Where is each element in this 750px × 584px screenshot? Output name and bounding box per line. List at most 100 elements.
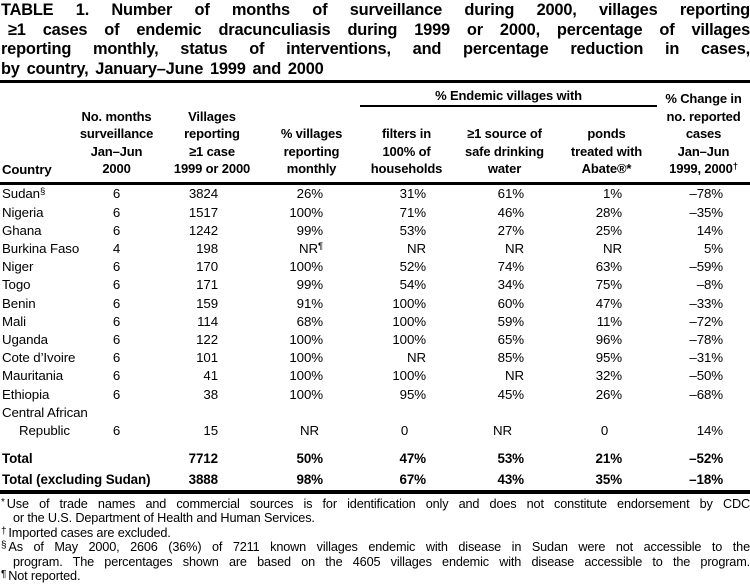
- cell-pct-reporting-monthly: 100%: [289, 386, 323, 402]
- cell-months-surveillance: 6: [112, 386, 121, 402]
- cell-country: Cote d’Ivoire: [2, 350, 76, 366]
- cell-pct-change: 14%: [696, 222, 724, 238]
- cell-pct-change: –18%: [689, 472, 724, 488]
- cell-pct-safe-water: NR: [492, 423, 512, 439]
- table-row: Burkina Faso 4 198 NR¶ NR NR NR 5%: [0, 240, 750, 258]
- cell-country: Ethiopia: [2, 386, 50, 402]
- cell-country: Nigeria: [2, 204, 44, 220]
- cell-pct-reporting-monthly: 99%: [296, 277, 323, 293]
- cell-villages-reporting: 101: [196, 350, 218, 366]
- col-header-filters: filters in 100% of households: [370, 126, 443, 176]
- cell-pct-reporting-monthly: 100%: [289, 368, 323, 384]
- cell-pct-safe-water: 53%: [497, 451, 524, 467]
- cell-pct-filters: 100%: [392, 368, 426, 384]
- table-row: Central African Republic 6 15 NR 0 NR 0 …: [0, 404, 750, 440]
- value-footnote-marker: ¶: [317, 241, 323, 253]
- cell-villages-reporting: 3888: [188, 472, 218, 488]
- cell-villages-reporting: 198: [196, 241, 218, 257]
- table-row: Togo 6 171 99% 54% 34% 75% –8%: [0, 276, 750, 294]
- cell-pct-safe-water: 45%: [497, 386, 524, 402]
- cell-pct-safe-water: 27%: [497, 222, 524, 238]
- cell-pct-reporting-monthly: 68%: [296, 313, 323, 329]
- cell-pct-reporting-monthly: 26%: [296, 186, 323, 202]
- asterisk-footnote-marker: *: [1, 496, 5, 508]
- cell-months-surveillance: 6: [112, 222, 121, 238]
- endemic-spanner-label: % Endemic villages with: [360, 87, 658, 107]
- cell-pct-change: –31%: [689, 350, 724, 366]
- cell-pct-safe-water: NR: [504, 241, 524, 257]
- table-row: Total (excluding Sudan) 3888 98% 67% 43%…: [0, 468, 750, 491]
- cell-pct-change: –50%: [689, 368, 724, 384]
- cell-pct-filters: 52%: [399, 259, 426, 275]
- cell-pct-change: –35%: [689, 204, 724, 220]
- cell-country: Mali: [2, 313, 26, 329]
- table-row: Mali 6 114 68% 100% 59% 11% –72%: [0, 313, 750, 331]
- cell-pct-reporting-monthly: 50%: [296, 451, 323, 467]
- cell-villages-reporting: 1517: [188, 204, 218, 220]
- table-row: Cote d’Ivoire 6 101 100% NR 85% 95% –31%: [0, 349, 750, 367]
- cell-pct-filters: 47%: [399, 451, 426, 467]
- cell-pct-reporting-monthly: 100%: [289, 350, 323, 366]
- cell-pct-reporting-monthly: NR: [299, 423, 319, 439]
- cell-pct-ponds-abate: 63%: [595, 259, 623, 275]
- col-header-country: Country: [2, 162, 52, 178]
- cell-pct-filters: 53%: [399, 222, 426, 238]
- cell-villages-reporting: 15: [203, 423, 218, 439]
- cell-pct-reporting-monthly: 100%: [289, 332, 323, 348]
- title-line-2: ≥1 cases of endemic dracunculiasis durin…: [8, 20, 750, 39]
- pilcrow-footnote-marker: ¶: [1, 569, 7, 581]
- cell-pct-reporting-monthly: 100%: [289, 259, 323, 275]
- cell-pct-change: –52%: [689, 451, 724, 467]
- cell-months-surveillance: 4: [112, 241, 121, 257]
- cell-pct-change: –59%: [689, 259, 724, 275]
- cell-country: Sudan§: [2, 186, 46, 202]
- table-row: Ghana 6 1242 99% 53% 27% 25% 14%: [0, 222, 750, 240]
- col-header-safe-water: ≥1 source of safe drinking water: [465, 126, 544, 176]
- cell-pct-safe-water: 43%: [497, 472, 524, 488]
- table-row: Total 7712 50% 47% 53% 21% –52%: [0, 440, 750, 468]
- cell-country: Mauritania: [2, 368, 64, 384]
- cell-months-surveillance: 6: [112, 186, 121, 202]
- title-line-4: by country, January–June 1999 and 2000: [1, 59, 324, 78]
- cell-pct-reporting-monthly: 100%: [289, 204, 323, 220]
- cell-months-surveillance: 6: [112, 368, 121, 384]
- table-title: TABLE 1. Number of months of surveillanc…: [0, 0, 750, 79]
- cell-pct-safe-water: 61%: [497, 186, 524, 202]
- col-header-pct-change: % Change in no. reported cases Jan–Jun 1…: [665, 91, 742, 176]
- table-row: Sudan§ 6 3824 26% 31% 61% 1% –78%: [0, 184, 750, 204]
- cell-pct-filters: 100%: [392, 295, 426, 311]
- surveillance-table: Country No. months surveillance Jan–Jun …: [0, 83, 750, 494]
- table-body: Sudan§ 6 3824 26% 31% 61% 1% –78% Nigeri…: [0, 184, 750, 492]
- cell-pct-ponds-abate: 96%: [595, 332, 623, 348]
- cell-pct-ponds-abate: 0: [600, 423, 609, 439]
- table-row: Benin 6 159 91% 100% 60% 47% –33%: [0, 295, 750, 313]
- cell-villages-reporting: 38: [203, 386, 218, 402]
- cell-pct-filters: 0: [400, 423, 409, 439]
- table-row: Niger 6 170 100% 52% 74% 63% –59%: [0, 258, 750, 276]
- cell-pct-change: –33%: [689, 295, 724, 311]
- cell-pct-reporting-monthly: 91%: [296, 295, 323, 311]
- cell-months-surveillance: [72, 440, 161, 468]
- cell-country: Togo: [2, 277, 31, 293]
- title-line-3: reporting monthly, status of interventio…: [1, 40, 750, 59]
- country-footnote-marker: §: [39, 186, 46, 198]
- col-header-ponds-abate: ponds treated with Abate®*: [570, 126, 643, 176]
- cell-pct-safe-water: 46%: [497, 204, 524, 220]
- cell-pct-ponds-abate: 11%: [596, 313, 623, 329]
- cell-pct-filters: NR: [406, 241, 426, 257]
- cell-pct-change: 14%: [696, 423, 724, 439]
- cell-country: Burkina Faso: [2, 241, 80, 257]
- cell-villages-reporting: 159: [196, 295, 218, 311]
- cell-pct-filters: 67%: [399, 472, 426, 488]
- cell-pct-safe-water: 65%: [497, 332, 524, 348]
- cell-villages-reporting: 170: [196, 259, 218, 275]
- cell-pct-ponds-abate: 25%: [595, 222, 623, 238]
- cell-pct-change: 5%: [703, 241, 724, 257]
- cell-pct-filters: 31%: [399, 186, 426, 202]
- cell-pct-filters: 54%: [399, 277, 426, 293]
- title-line-1: TABLE 1. Number of months of surveillanc…: [1, 1, 750, 19]
- cell-pct-reporting-monthly: 99%: [296, 222, 323, 238]
- cell-villages-reporting: 3824: [188, 186, 218, 202]
- cell-pct-ponds-abate: 47%: [595, 295, 623, 311]
